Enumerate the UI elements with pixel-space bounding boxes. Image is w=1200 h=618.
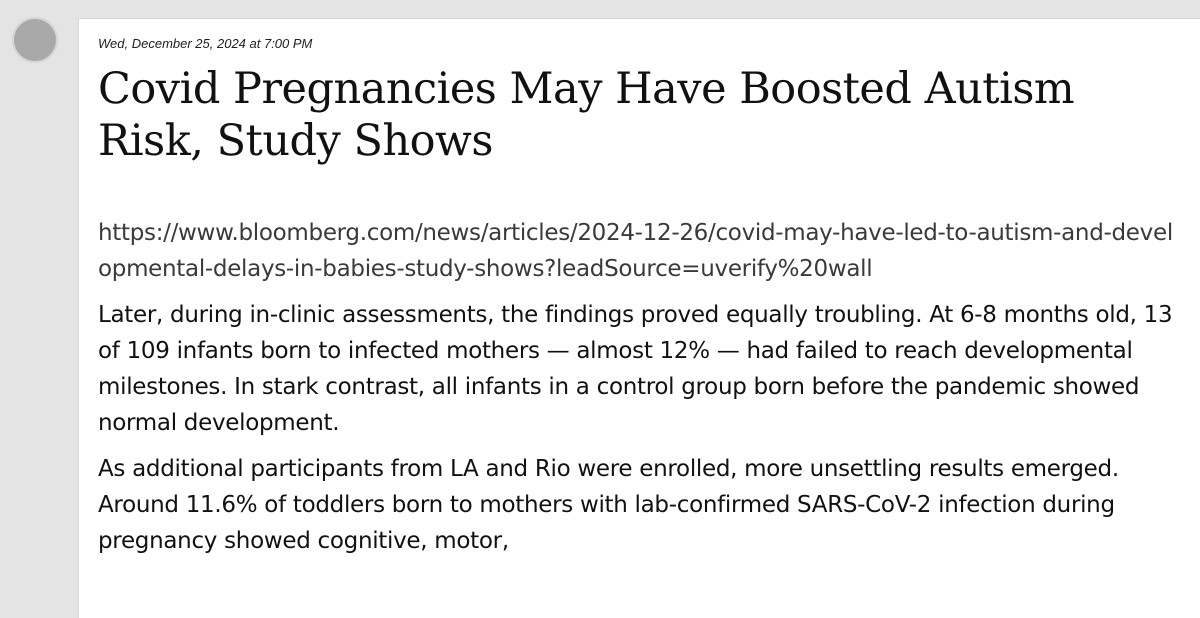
post-title: Covid Pregnancies May Have Boosted Autis… — [98, 64, 1075, 166]
avatar[interactable] — [12, 17, 58, 63]
article-link[interactable]: https://www.bloomberg.com/news/articles/… — [98, 220, 1173, 282]
post-body: https://www.bloomberg.com/news/articles/… — [98, 215, 1178, 569]
post-paragraph-2: As additional participants from LA and R… — [98, 456, 1119, 554]
post-card: Wed, December 25, 2024 at 7:00 PM Covid … — [78, 18, 1200, 618]
post-timestamp: Wed, December 25, 2024 at 7:00 PM — [98, 36, 313, 51]
post-paragraph-1: Later, during in-clinic assessments, the… — [98, 302, 1173, 436]
